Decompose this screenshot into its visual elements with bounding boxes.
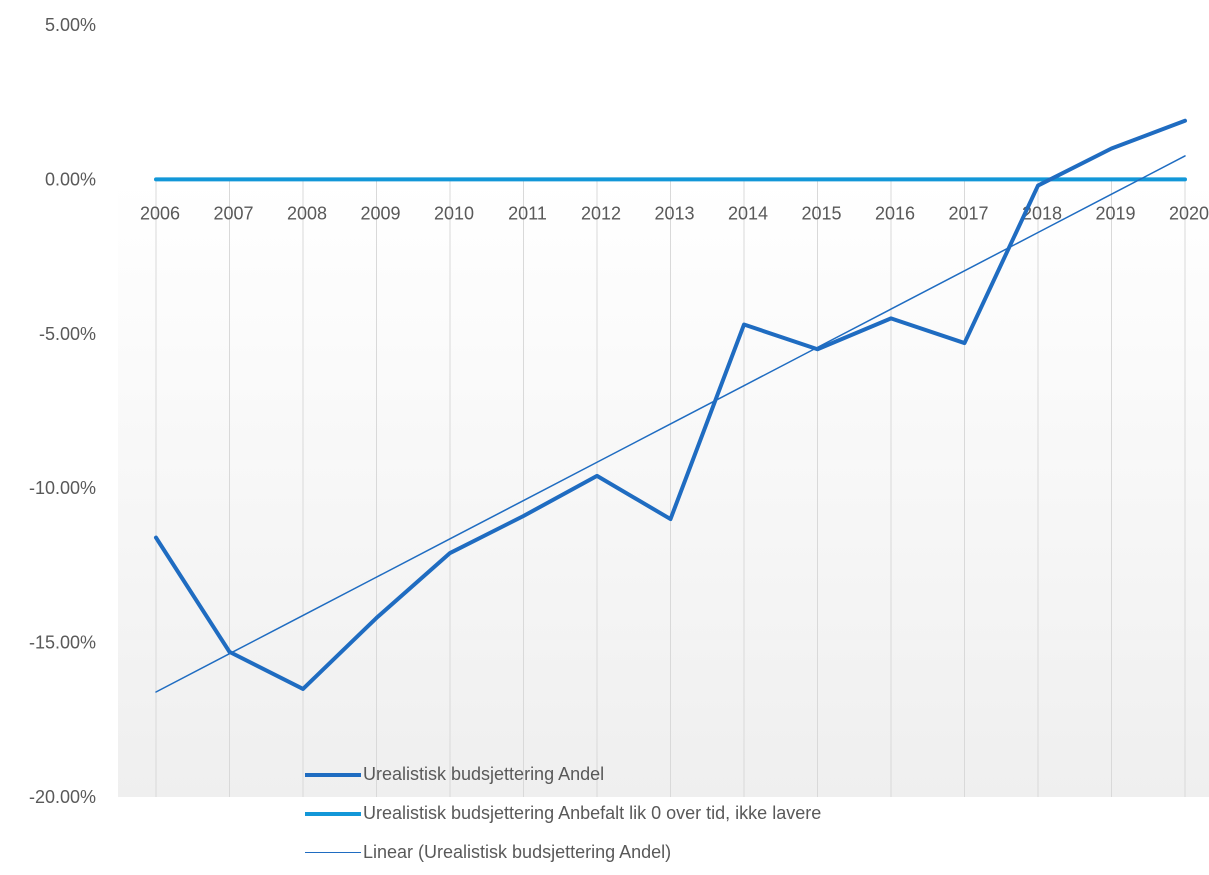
x-tick-label-2018: 2018: [1022, 203, 1062, 223]
y-tick-label: -20.00%: [29, 787, 96, 807]
vertical-gridlines: [155, 179, 1186, 797]
x-tick-label-2008: 2008: [287, 203, 327, 223]
x-axis-tick-labels: 2006 2007 2008 2009 2010 2011 2012 2013 2014 2015…: [140, 203, 1209, 223]
x-tick-label-2006: 2006: [140, 203, 180, 223]
y-tick-label: -15.00%: [29, 633, 96, 653]
series-line-2: [155, 155, 1186, 693]
x-tick-label-2014: 2014: [728, 203, 768, 223]
x-tick-label-2009: 2009: [360, 203, 400, 223]
x-tick-label-2011: 2011: [508, 203, 547, 223]
y-tick-label: 0.00%: [45, 169, 96, 189]
x-tick-label-2010: 2010: [434, 203, 474, 223]
legend-swatch-linear: [305, 852, 361, 853]
legend-item-andel: Urealistisk budsjettering Andel: [305, 758, 821, 791]
series-line-0: [154, 118, 1187, 691]
legend-label-linear: Linear (Urealistisk budsjettering Andel): [363, 842, 672, 862]
legend-swatch-anbefalt: [305, 811, 361, 816]
x-tick-label-2013: 2013: [654, 203, 694, 223]
legend-swatch-andel: [305, 772, 361, 777]
x-tick-label-2015: 2015: [801, 203, 841, 223]
x-tick-label-2019: 2019: [1095, 203, 1135, 223]
x-tick-label-2020: 2020: [1169, 203, 1209, 223]
x-tick-label-2007: 2007: [213, 203, 253, 223]
negative-area-background: [118, 180, 1209, 797]
x-tick-label-2012: 2012: [581, 203, 621, 223]
y-tick-label: 5.00%: [45, 15, 96, 35]
legend-label-anbefalt: Urealistisk budsjettering Anbefalt lik 0…: [363, 803, 822, 823]
x-tick-label-2017: 2017: [948, 203, 988, 223]
legend-label-andel: Urealistisk budsjettering Andel: [363, 764, 605, 784]
legend-item-linear: Linear (Urealistisk budsjettering Andel): [305, 836, 821, 869]
x-tick-label-2016: 2016: [875, 203, 915, 223]
y-tick-label: -5.00%: [39, 324, 96, 344]
y-tick-label: -10.00%: [29, 478, 96, 498]
legend: Urealistisk budsjettering Andel Urealist…: [305, 758, 821, 875]
legend-item-anbefalt: Urealistisk budsjettering Anbefalt lik 0…: [305, 797, 821, 830]
series-lines: [154, 118, 1187, 693]
y-axis-tick-labels: 5.00% 0.00% -5.00% -10.00% -15.00% -20.00%: [29, 15, 96, 807]
